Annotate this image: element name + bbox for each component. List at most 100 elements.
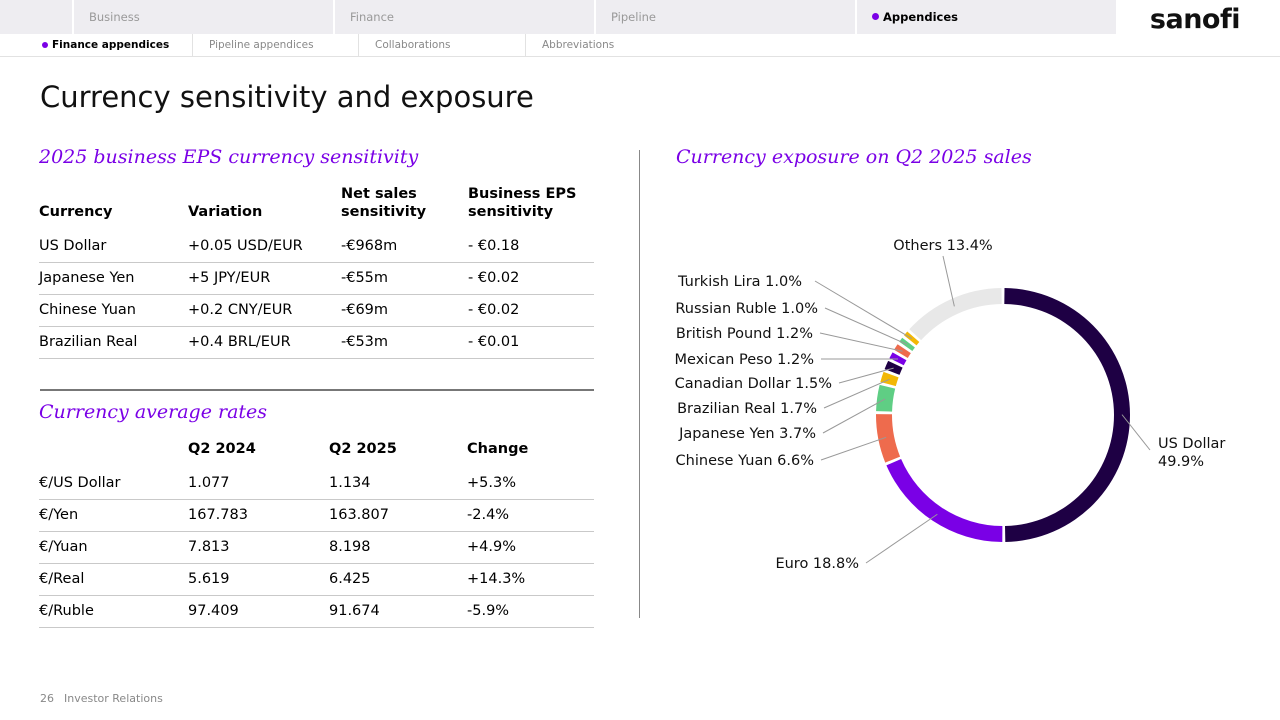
leader-line xyxy=(1121,414,1151,451)
chart-title: Currency exposure on Q2 2025 sales xyxy=(676,146,1032,168)
sub-navigation: Finance appendices Pipeline appendices C… xyxy=(0,34,1280,57)
slice-label: Brazilian Real 1.7% xyxy=(677,401,817,417)
table-cell: €/Yuan xyxy=(39,531,188,564)
tab-appendices[interactable]: Appendices xyxy=(857,0,1118,34)
table-cell: €/US Dollar xyxy=(39,467,188,500)
donut-slice-euro xyxy=(886,459,1003,542)
table-header-row: Currency Variation Net sales sensitivity… xyxy=(39,185,594,230)
nav-stub xyxy=(0,0,74,34)
column-header: Net sales sensitivity xyxy=(341,186,427,220)
table-cell: - €0.01 xyxy=(468,326,594,359)
donut-slice-us-dollar xyxy=(1004,288,1131,542)
table-cell: +5 JPY/EUR xyxy=(188,262,341,295)
table-cell: Japanese Yen xyxy=(39,262,188,295)
table-cell: +14.3% xyxy=(467,563,594,596)
slice-label: Canadian Dollar 1.5% xyxy=(675,376,832,392)
sanofi-logo: sanofi xyxy=(1149,4,1241,35)
subtab-label: Finance appendices xyxy=(52,39,170,51)
donut-slice-canadian-dollar xyxy=(884,360,903,375)
sensitivity-title: 2025 business EPS currency sensitivity xyxy=(39,146,419,168)
subtab-label: Pipeline appendices xyxy=(209,39,314,51)
subtab-finance-appendices[interactable]: Finance appendices xyxy=(0,34,193,56)
column-header: Q2 2024 xyxy=(188,441,256,457)
subtab-label: Collaborations xyxy=(375,39,451,51)
top-navigation: Business Finance Pipeline Appendices san… xyxy=(0,0,1280,35)
logo-area: sanofi xyxy=(1118,0,1280,35)
table-cell: 7.813 xyxy=(188,531,329,564)
table-cell: 163.807 xyxy=(329,499,467,532)
sensitivity-table: Currency Variation Net sales sensitivity… xyxy=(39,185,594,359)
table-cell: +0.2 CNY/EUR xyxy=(188,294,341,327)
leader-line xyxy=(823,378,890,409)
leader-line xyxy=(942,255,955,307)
table-cell: 91.674 xyxy=(329,595,467,628)
column-header xyxy=(39,440,188,467)
table-row: €/Yen 167.783 163.807 -2.4% xyxy=(39,499,594,532)
column-header: Variation xyxy=(188,204,263,220)
tab-business[interactable]: Business xyxy=(74,0,335,34)
tab-label: Appendices xyxy=(883,10,958,24)
footer: 26 Investor Relations xyxy=(40,692,163,705)
slice-label: Chinese Yuan 6.6% xyxy=(676,453,814,469)
page-number: 26 xyxy=(40,692,54,705)
table-cell: US Dollar xyxy=(39,230,188,263)
table-cell: 167.783 xyxy=(188,499,329,532)
table-cell: -€69m xyxy=(341,294,468,327)
tab-finance[interactable]: Finance xyxy=(335,0,596,34)
table-cell: - €0.02 xyxy=(468,262,594,295)
table-cell: €/Real xyxy=(39,563,188,596)
table-cell: 5.619 xyxy=(188,563,329,596)
subtab-pipeline-appendices[interactable]: Pipeline appendices xyxy=(193,34,359,56)
slice-label: Euro 18.8% xyxy=(775,556,859,572)
leader-line xyxy=(814,280,913,340)
tab-label: Pipeline xyxy=(611,10,657,24)
leader-line xyxy=(865,513,938,564)
currency-donut-chart: US Dollar 49.9% Euro 18.8% Chinese Yuan 6.6… xyxy=(675,238,1226,572)
table-cell: -5.9% xyxy=(467,595,594,628)
column-header: Q2 2025 xyxy=(329,441,397,457)
leader-line xyxy=(838,367,894,384)
table-cell: 1.077 xyxy=(188,467,329,500)
tab-pipeline[interactable]: Pipeline xyxy=(596,0,857,34)
slice-label: Russian Ruble 1.0% xyxy=(675,301,818,317)
donut-slice-japanese-yen xyxy=(876,384,896,412)
section-divider xyxy=(40,389,594,391)
table-cell: -€53m xyxy=(341,326,468,359)
table-cell: -2.4% xyxy=(467,499,594,532)
leader-line xyxy=(819,332,903,352)
active-dot-icon xyxy=(872,13,879,20)
table-cell: - €0.18 xyxy=(468,230,594,263)
slice-label: US Dollar 49.9% xyxy=(1158,436,1225,470)
leader-line xyxy=(820,436,887,461)
table-row: €/Real 5.619 6.425 +14.3% xyxy=(39,563,594,596)
subtab-collaborations[interactable]: Collaborations xyxy=(359,34,526,56)
table-cell: 1.134 xyxy=(329,467,467,500)
column-divider xyxy=(639,150,640,618)
table-cell: +0.05 USD/EUR xyxy=(188,230,341,263)
table-row: Chinese Yuan +0.2 CNY/EUR -€69m - €0.02 xyxy=(39,294,594,327)
subtab-abbreviations[interactable]: Abbreviations xyxy=(526,34,716,56)
tab-label: Business xyxy=(89,10,140,24)
table-row: US Dollar +0.05 USD/EUR -€968m - €0.18 xyxy=(39,230,594,263)
table-cell: 6.425 xyxy=(329,563,467,596)
donut-slice-others xyxy=(909,288,1002,341)
slice-label: British Pound 1.2% xyxy=(676,326,813,342)
table-cell: Chinese Yuan xyxy=(39,294,188,327)
table-cell: -€968m xyxy=(341,230,468,263)
table-cell: +4.9% xyxy=(467,531,594,564)
tab-label: Finance xyxy=(350,10,394,24)
table-cell: 97.409 xyxy=(188,595,329,628)
rates-table: Q2 2024 Q2 2025 Change €/US Dollar 1.077 1… xyxy=(39,440,594,628)
slice-label: Turkish Lira 1.0% xyxy=(677,274,802,290)
donut-slice-brazilian-real xyxy=(880,371,899,387)
table-row: €/Ruble 97.409 91.674 -5.9% xyxy=(39,595,594,628)
page-title: Currency sensitivity and exposure xyxy=(40,80,534,114)
active-dot-icon xyxy=(42,42,48,48)
table-row: Japanese Yen +5 JPY/EUR -€55m - €0.02 xyxy=(39,262,594,295)
column-header: Change xyxy=(467,441,529,457)
rates-title: Currency average rates xyxy=(39,401,268,423)
slice-label: Japanese Yen 3.7% xyxy=(678,426,816,442)
table-cell: €/Ruble xyxy=(39,595,188,628)
donut-slice-chinese-yuan xyxy=(876,414,901,463)
slice-label: Others 13.4% xyxy=(893,238,992,254)
